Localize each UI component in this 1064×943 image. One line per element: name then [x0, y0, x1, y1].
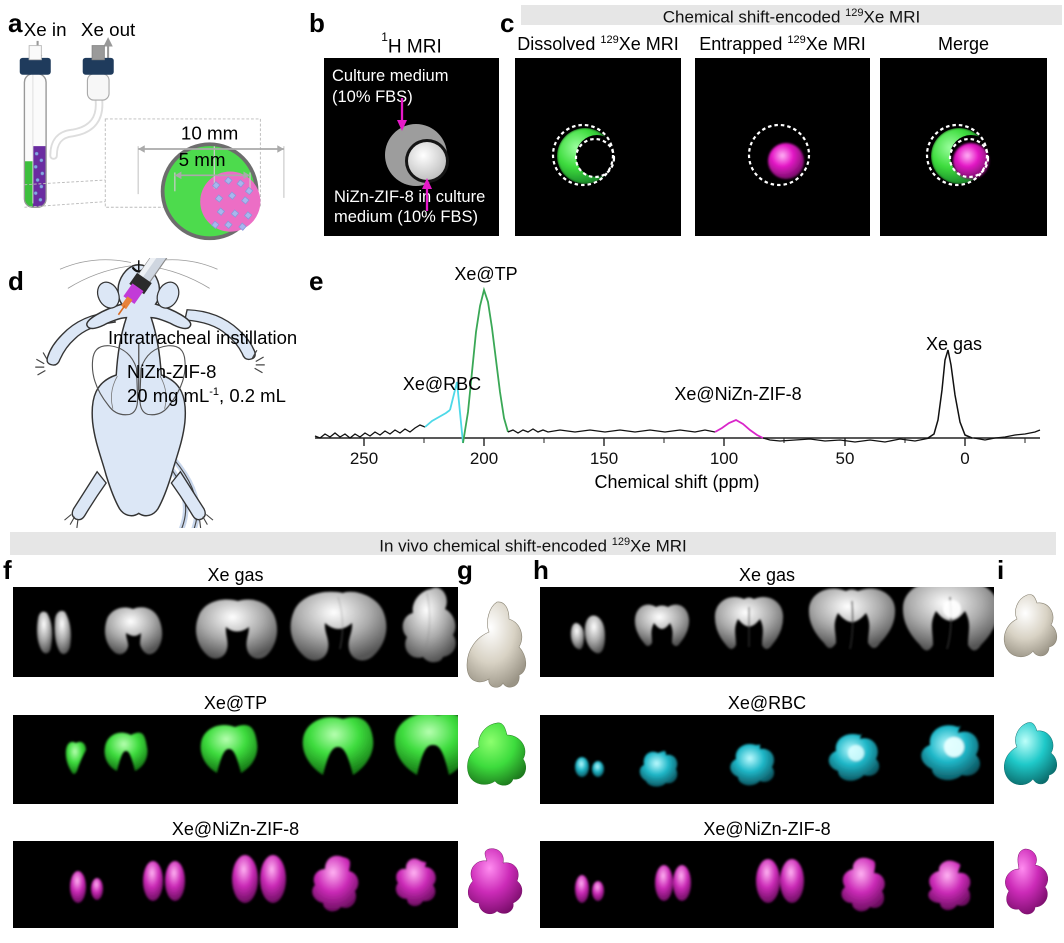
- svg-text:50: 50: [836, 449, 855, 468]
- svg-text:0: 0: [960, 449, 969, 468]
- svg-text:Xe in: Xe in: [24, 19, 67, 40]
- svg-text:Xe out: Xe out: [81, 19, 136, 40]
- svg-text:250: 250: [350, 449, 378, 468]
- svg-text:Xe gas: Xe gas: [926, 334, 982, 354]
- svg-text:Xe@TP: Xe@TP: [454, 264, 517, 284]
- svg-text:150: 150: [590, 449, 618, 468]
- svg-text:Xe@NiZn-ZIF-8: Xe@NiZn-ZIF-8: [674, 384, 801, 404]
- svg-text:200: 200: [470, 449, 498, 468]
- svg-text:Xe@RBC: Xe@RBC: [403, 374, 481, 394]
- svg-text:5 mm: 5 mm: [179, 149, 226, 170]
- svg-text:Chemical shift (ppm): Chemical shift (ppm): [594, 472, 759, 492]
- svg-text:100: 100: [710, 449, 738, 468]
- svg-text:10 mm: 10 mm: [181, 123, 238, 144]
